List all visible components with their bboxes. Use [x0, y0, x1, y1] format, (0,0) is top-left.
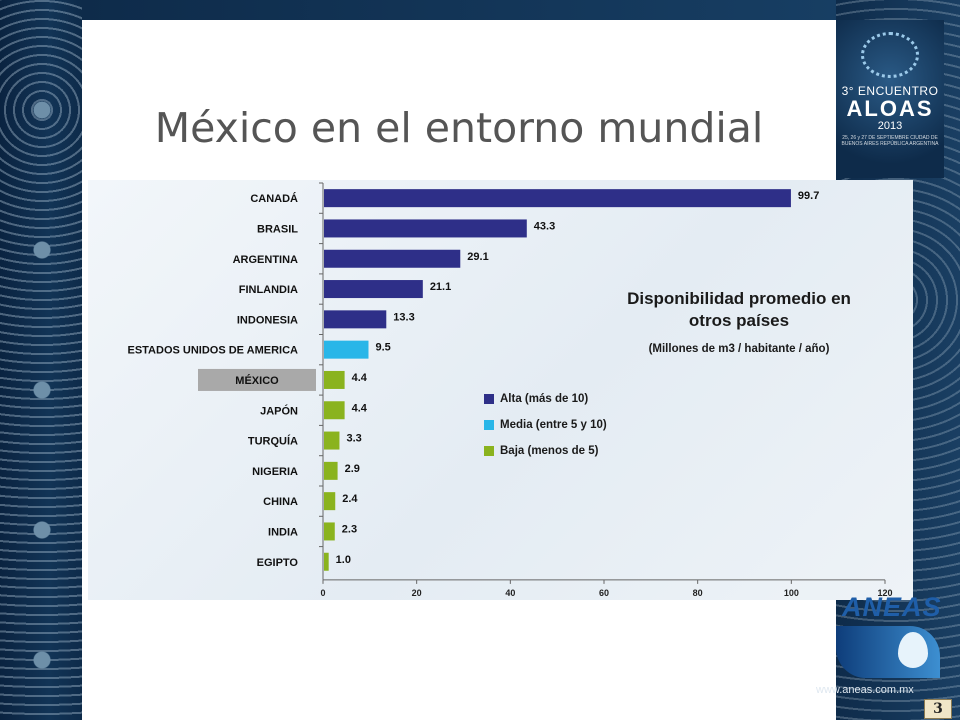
- value-label: 4.4: [352, 402, 368, 414]
- x-tick-label: 80: [693, 588, 703, 598]
- bar: [324, 492, 336, 511]
- bar: [324, 431, 340, 450]
- category-label: NIGERIA: [252, 466, 298, 478]
- category-label: INDONESIA: [237, 314, 298, 326]
- category-label: INDIA: [268, 526, 298, 538]
- aloas-name: ALOAS: [846, 96, 934, 121]
- value-label: 3.3: [346, 433, 361, 445]
- bar: [324, 370, 345, 389]
- value-label: 99.7: [798, 190, 819, 202]
- legend-swatch: [484, 394, 494, 404]
- bar: [324, 340, 369, 359]
- category-label: CANADÁ: [250, 192, 298, 205]
- aloas-edition: 3° ENCUENTRO: [841, 84, 939, 98]
- x-tick-label: 20: [412, 588, 422, 598]
- bar-chart: 0 20 40 60 80 100 120 CANADÁ 99.7 BRASIL 43.3 ARGEN…: [127, 182, 893, 598]
- category-label: TURQUÍA: [248, 435, 298, 448]
- bar: [324, 522, 335, 541]
- legend-swatch: [484, 446, 494, 456]
- x-tick-label: 120: [877, 588, 892, 598]
- bar: [324, 310, 387, 329]
- bar: [324, 280, 423, 299]
- value-label: 9.5: [375, 342, 390, 354]
- aneas-logo: ANEAS www.aneas.com.mx: [812, 592, 952, 720]
- category-label: ARGENTINA: [233, 254, 298, 266]
- x-tick-label: 0: [320, 588, 325, 598]
- category-label: JAPÓN: [260, 404, 298, 417]
- chart-subtitle: (Millones de m3 / habitante / año): [649, 343, 830, 355]
- chart-title-line2: otros países: [689, 311, 789, 330]
- value-label: 29.1: [467, 251, 488, 263]
- value-label: 21.1: [430, 281, 451, 293]
- top-band: [82, 0, 836, 20]
- bar: [324, 461, 338, 480]
- category-label: FINLANDIA: [239, 284, 298, 296]
- highlight-label-box: [198, 368, 316, 391]
- aloas-logo: 3° ENCUENTRO ALOAS 2013 25, 26 y 27 DE S…: [836, 20, 944, 178]
- left-decorative-strip: [0, 0, 82, 720]
- people-emblem-icon: [861, 32, 919, 78]
- slide-title: México en el entorno mundial: [154, 104, 764, 152]
- x-tick-label: 100: [784, 588, 799, 598]
- aloas-year: 2013: [877, 120, 903, 132]
- category-label: EGIPTO: [257, 557, 299, 569]
- bar: [324, 249, 461, 268]
- value-label: 1.0: [336, 554, 351, 566]
- value-label: 2.9: [345, 463, 360, 475]
- value-label: 4.4: [352, 372, 368, 384]
- legend-label: Alta (más de 10): [500, 393, 588, 405]
- x-tick-label: 40: [505, 588, 515, 598]
- category-label: BRASIL: [257, 223, 298, 235]
- aneas-wordmark: ANEAS: [842, 592, 942, 622]
- legend-label: Media (entre 5 y 10): [500, 419, 607, 431]
- value-label: 13.3: [393, 311, 414, 323]
- legend-label: Baja (menos de 5): [500, 445, 599, 457]
- bar: [324, 401, 345, 420]
- bar: [324, 189, 791, 208]
- legend-swatch: [484, 420, 494, 430]
- bar: [324, 219, 527, 238]
- aloas-details: 25, 26 y 27 DE SEPTIEMBRE CIUDAD DE BUEN…: [841, 135, 939, 147]
- water-drop-icon: [898, 632, 928, 668]
- category-label: MÉXICO: [235, 374, 279, 387]
- category-label: CHINA: [263, 496, 298, 508]
- value-label: 2.3: [342, 523, 357, 535]
- chart-area: 0 20 40 60 80 100 120 CANADÁ 99.7 BRASIL 43.3 ARGEN…: [88, 180, 913, 600]
- category-label: ESTADOS UNIDOS DE AMERICA: [127, 345, 298, 357]
- value-label: 2.4: [342, 493, 358, 505]
- page-number: 3: [924, 699, 952, 719]
- x-tick-label: 60: [599, 588, 609, 598]
- aneas-url: www.aneas.com.mx: [816, 684, 914, 696]
- chart-title: Disponibilidad promedio en: [627, 289, 851, 308]
- value-label: 43.3: [534, 220, 555, 232]
- bar: [324, 552, 329, 571]
